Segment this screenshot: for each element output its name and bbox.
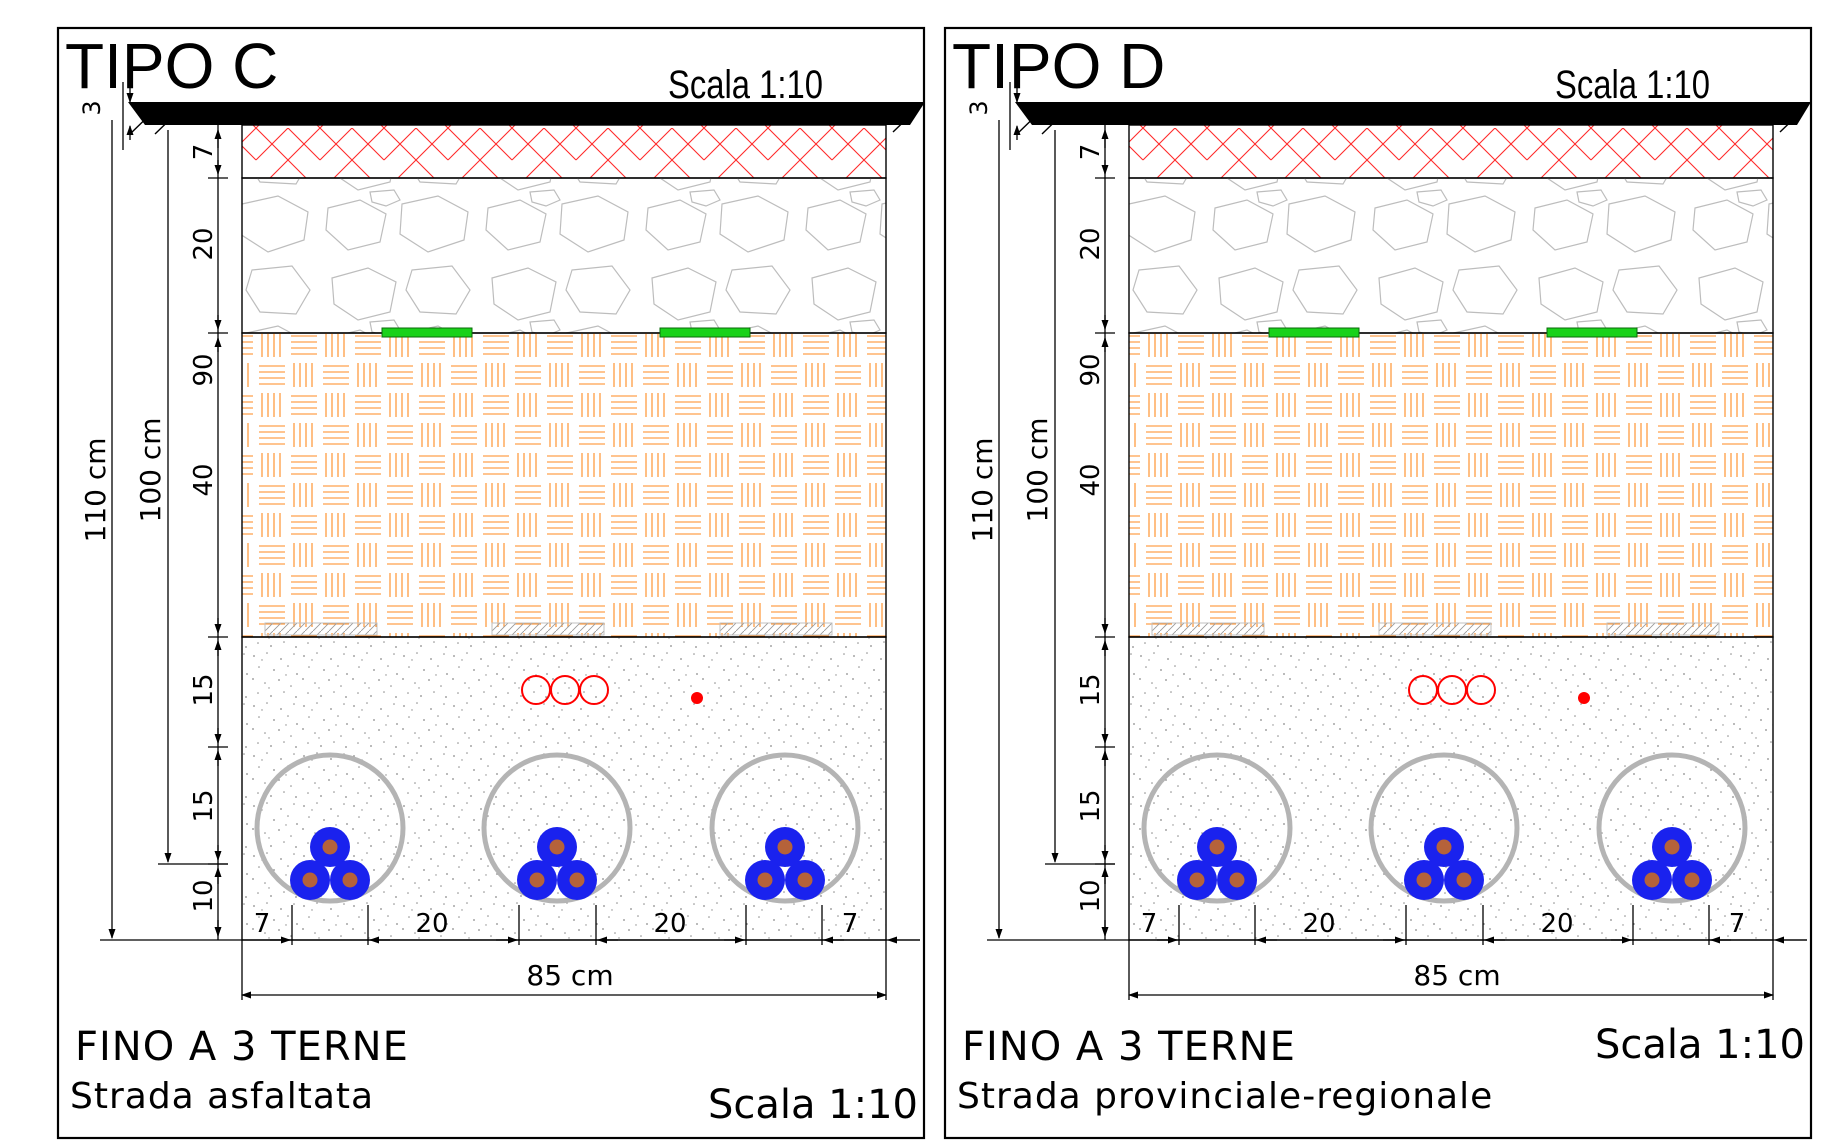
signal-cable bbox=[1466, 675, 1496, 705]
warning-tape bbox=[1268, 327, 1360, 338]
protection-slab bbox=[491, 622, 605, 636]
dim-label-15b: 15 bbox=[189, 789, 219, 822]
break-line bbox=[1779, 107, 1806, 133]
dim-label-bottom: 20 bbox=[653, 909, 686, 939]
dim-label-10: 10 bbox=[1076, 879, 1106, 912]
scale-label-top: Scala 1:10 bbox=[668, 62, 823, 107]
dim-label-110: 110 cm bbox=[79, 437, 112, 542]
dim-label-15a: 15 bbox=[189, 673, 219, 706]
warning-tape bbox=[381, 327, 473, 338]
caption-line-1: FINO A 3 TERNE bbox=[962, 1024, 1296, 1070]
break-line bbox=[154, 104, 186, 135]
panel-title: TIPO C bbox=[65, 30, 278, 102]
dim-label-3: 3 bbox=[965, 100, 993, 115]
protection-slab bbox=[1606, 622, 1720, 636]
dim-label-7: 7 bbox=[1076, 144, 1106, 161]
dim-label-bottom: 7 bbox=[254, 909, 271, 939]
panel-frame bbox=[943, 26, 1813, 1140]
vertical-dimension-chain bbox=[987, 102, 1774, 1000]
panel-title: TIPO D bbox=[952, 30, 1165, 102]
dim-label-bottom: 20 bbox=[1540, 909, 1573, 939]
dim-label-10: 10 bbox=[189, 879, 219, 912]
protection-slab bbox=[719, 622, 833, 636]
dim-label-20: 20 bbox=[189, 227, 219, 260]
vertical-dimension-chain bbox=[100, 102, 887, 1000]
asphalt-layer bbox=[1128, 124, 1774, 179]
earth-conductor bbox=[1578, 692, 1590, 704]
dim-label-110: 110 cm bbox=[966, 437, 999, 542]
dim-label-bottom: 7 bbox=[1729, 909, 1746, 939]
warning-tape bbox=[659, 327, 751, 338]
break-line bbox=[1016, 104, 1048, 135]
protection-slab bbox=[1151, 622, 1265, 636]
break-line bbox=[129, 104, 161, 135]
road-surface-band bbox=[1015, 102, 1811, 125]
dim-label-15a: 15 bbox=[1076, 673, 1106, 706]
dim-label-3: 3 bbox=[78, 100, 106, 115]
dim-label-100: 100 cm bbox=[134, 417, 167, 522]
dim-label-bottom: 7 bbox=[1141, 909, 1158, 939]
caption-line-2: Strada provinciale-regionale bbox=[957, 1076, 1493, 1117]
horizontal-dimension-chain bbox=[1129, 905, 1807, 945]
scale-label-bottom: Scala 1:10 bbox=[708, 1082, 918, 1128]
road-surface-band bbox=[128, 102, 925, 125]
break-line bbox=[1041, 104, 1073, 135]
asphalt-layer bbox=[241, 124, 887, 179]
signal-cable bbox=[579, 675, 609, 705]
protection-slab bbox=[1378, 622, 1492, 636]
dim-label-40: 40 bbox=[189, 463, 219, 496]
protection-slab bbox=[264, 622, 378, 636]
dim-label-90: 90 bbox=[189, 353, 219, 386]
scale-label-top: Scala 1:10 bbox=[1555, 62, 1710, 107]
dim-label-width: 85 cm bbox=[1413, 959, 1500, 992]
panel-tipo-c: TIPO C Scala 1:10 bbox=[56, 26, 926, 1140]
sand-fill-layer bbox=[241, 332, 887, 638]
dim-label-bottom: 20 bbox=[1302, 909, 1335, 939]
dim-label-20: 20 bbox=[1076, 227, 1106, 260]
dim-label-width: 85 cm bbox=[526, 959, 613, 992]
panel-frame bbox=[56, 26, 926, 1140]
stone-base-layer bbox=[1128, 177, 1774, 334]
earth-conductor bbox=[691, 692, 703, 704]
dim-label-7: 7 bbox=[189, 144, 219, 161]
dim-label-40: 40 bbox=[1076, 463, 1106, 496]
break-line bbox=[892, 107, 919, 133]
horizontal-dimension-chain bbox=[242, 905, 920, 945]
dim-label-15b: 15 bbox=[1076, 789, 1106, 822]
dim-label-90: 90 bbox=[1076, 353, 1106, 386]
panel-tipo-d: TIPO D Scala 1:10 bbox=[943, 26, 1813, 1140]
caption-line-2: Strada asfaltata bbox=[70, 1076, 374, 1117]
warning-tape bbox=[1546, 327, 1638, 338]
dim-label-100: 100 cm bbox=[1021, 417, 1054, 522]
sand-fill-layer bbox=[1128, 332, 1774, 638]
dim-label-bottom: 7 bbox=[842, 909, 859, 939]
dim-label-bottom: 20 bbox=[415, 909, 448, 939]
caption-line-1: FINO A 3 TERNE bbox=[75, 1024, 409, 1070]
stone-base-layer bbox=[241, 177, 887, 334]
scale-label-bottom: Scala 1:10 bbox=[1595, 1022, 1805, 1068]
